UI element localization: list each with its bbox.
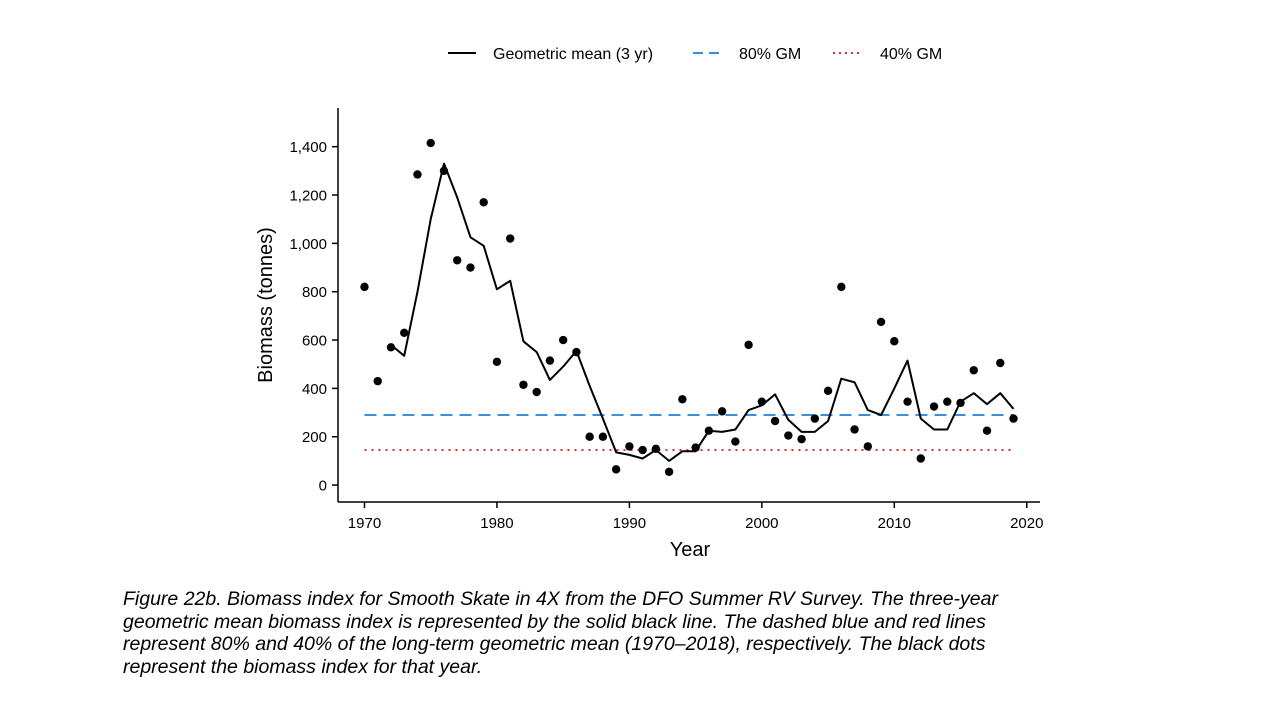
biomass-point: [731, 437, 740, 446]
plot-area: [360, 138, 1018, 476]
biomass-point: [890, 337, 899, 346]
biomass-point: [770, 416, 780, 426]
legend-item-geometric-mean: Geometric mean (3 yr): [448, 46, 653, 63]
biomass-point: [426, 138, 435, 148]
biomass-point: [784, 431, 793, 440]
biomass-chart: Geometric mean (3 yr) 80% GM 40% GM 0 200…: [255, 46, 1043, 561]
biomass-point: [545, 356, 555, 365]
biomass-point: [823, 386, 833, 396]
biomass-point: [479, 198, 488, 207]
biomass-point: [704, 426, 714, 435]
x-tick-label: 1970: [348, 515, 381, 532]
y-tick-label: 800: [302, 284, 327, 301]
biomass-point: [439, 166, 449, 176]
legend-item-80-gm: 80% GM: [693, 46, 801, 63]
caption-line: represent 80% and 40% of the long-term g…: [123, 633, 986, 655]
biomass-point: [982, 426, 992, 435]
legend-label-80-gm: 80% GM: [739, 46, 801, 63]
biomass-point: [651, 444, 661, 454]
biomass-point: [810, 414, 820, 423]
biomass-point: [466, 263, 475, 272]
biomass-point: [678, 395, 687, 404]
y-axis-label: Biomass (tonnes): [255, 227, 277, 383]
x-tick-label: 1990: [613, 515, 646, 532]
biomass-point: [453, 256, 462, 265]
biomass-point: [585, 432, 594, 441]
biomass-point: [400, 328, 409, 337]
legend-label-40-gm: 40% GM: [880, 46, 942, 63]
biomass-point: [532, 387, 541, 397]
y-tick-label: 1,400: [289, 139, 327, 156]
biomass-point: [505, 234, 515, 243]
y-tick-label: 1,000: [289, 236, 327, 253]
biomass-point: [717, 407, 727, 416]
biomass-point: [625, 442, 634, 451]
biomass-point: [638, 445, 647, 455]
biomass-point: [797, 434, 806, 444]
biomass-point: [413, 170, 422, 179]
y-tick-label: 600: [302, 333, 327, 350]
caption-line: represent the biomass index for that yea…: [123, 655, 483, 678]
caption-line: Figure 22b. Biomass index for Smooth Ska…: [123, 588, 998, 610]
biomass-point: [373, 376, 382, 386]
biomass-point: [360, 282, 369, 292]
chart-legend: Geometric mean (3 yr) 80% GM 40% GM: [448, 46, 942, 63]
biomass-point: [943, 397, 952, 406]
x-axis-label: Year: [670, 539, 711, 561]
biomass-point: [386, 343, 396, 352]
biomass-point: [519, 380, 528, 389]
biomass-point: [929, 402, 939, 411]
biomass-point: [916, 454, 925, 463]
y-tick-label: 200: [302, 429, 327, 446]
figure-caption: Figure 22b. Biomass index for Smooth Ska…: [123, 588, 1163, 678]
x-axis-ticks: 1970 1980 1990 2000 2010 2020: [348, 502, 1043, 532]
x-tick-label: 1980: [480, 515, 513, 532]
x-tick-label: 2020: [1010, 515, 1043, 532]
biomass-point: [664, 467, 674, 476]
geometric-mean-line: [390, 162, 1015, 462]
biomass-point: [850, 425, 859, 434]
x-tick-label: 2010: [878, 515, 911, 532]
biomass-point: [757, 397, 767, 406]
caption-line: geometric mean biomass index is represen…: [123, 610, 986, 633]
x-tick-label: 2000: [745, 515, 778, 532]
biomass-point: [598, 432, 608, 441]
biomass-point: [558, 335, 568, 345]
biomass-point: [956, 398, 965, 408]
biomass-point: [492, 357, 502, 367]
biomass-point: [572, 347, 581, 357]
biomass-point: [611, 465, 621, 474]
legend-label-geometric-mean: Geometric mean (3 yr): [493, 46, 653, 63]
y-axis-ticks: 0 200 400 600 800 1,000 1,200 1,400: [289, 139, 338, 495]
biomass-point: [1009, 414, 1018, 423]
biomass-point: [969, 366, 978, 375]
y-tick-label: 400: [302, 381, 327, 398]
biomass-point: [876, 317, 886, 327]
biomass-point: [691, 443, 700, 452]
y-tick-label: 1,200: [289, 188, 327, 205]
biomass-point: [863, 442, 873, 451]
biomass-point: [837, 282, 846, 292]
biomass-point: [744, 340, 753, 350]
biomass-point: [996, 358, 1005, 368]
y-tick-label: 0: [319, 478, 327, 495]
biomass-point: [903, 397, 912, 406]
legend-item-40-gm: 40% GM: [833, 46, 942, 63]
